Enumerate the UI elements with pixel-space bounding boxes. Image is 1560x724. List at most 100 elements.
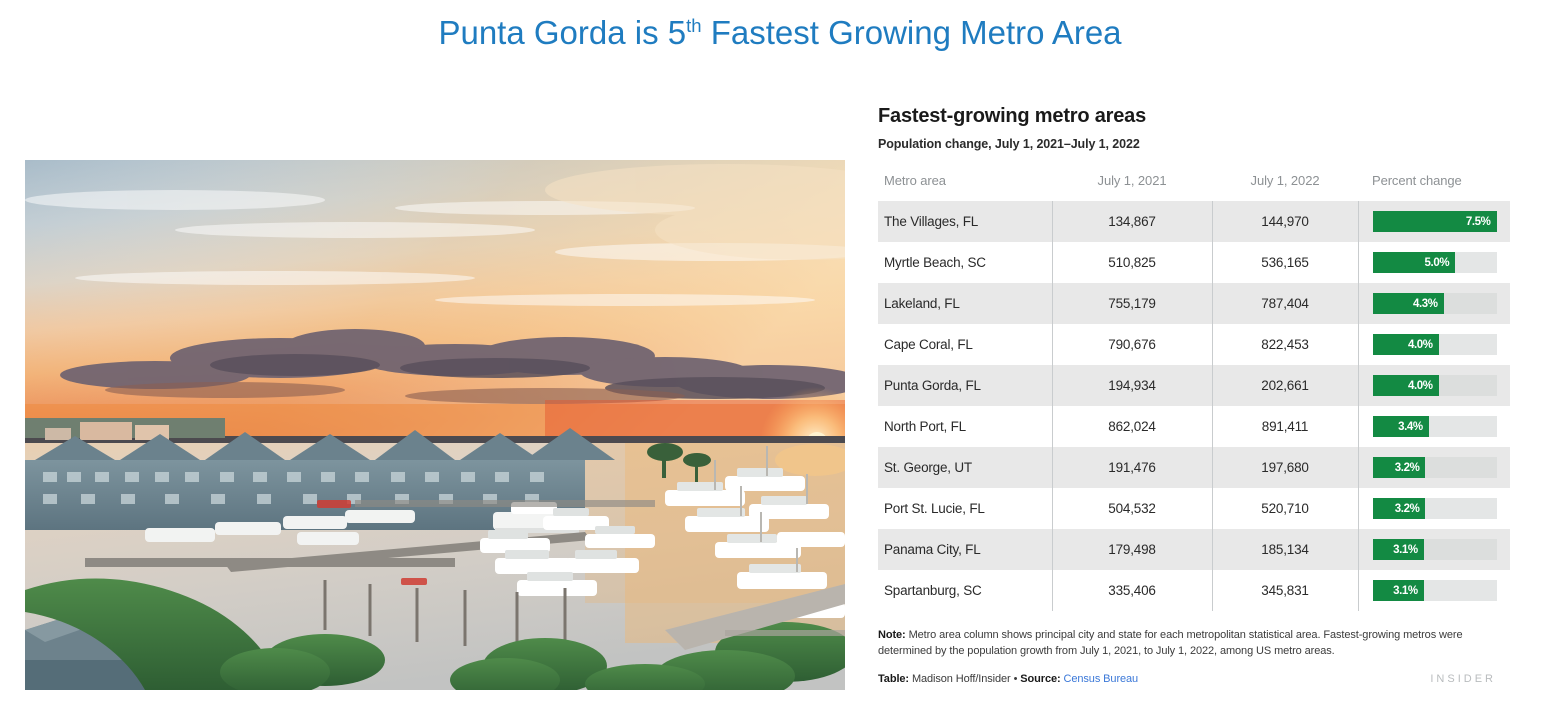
table-body: The Villages, FL 134,867 144,970 7.5% Myrtle… (878, 201, 1510, 611)
percent-change-bar: 4.0% (1372, 375, 1439, 396)
percent-change-track: 3.1% (1372, 580, 1497, 601)
table-header-row: Metro area July 1, 2021 July 1, 2022 Per… (878, 173, 1510, 201)
cell-percent-change: 4.3% (1357, 283, 1510, 324)
cell-population-2022: 891,411 (1211, 406, 1358, 447)
percent-change-bar: 3.1% (1372, 539, 1424, 560)
page-title-text: Punta Gorda is 5 (438, 14, 687, 51)
percent-change-track: 7.5% (1372, 211, 1497, 232)
cell-metro-area: Punta Gorda, FL (878, 365, 1052, 406)
chart-title: Fastest-growing metro areas (878, 105, 1147, 127)
percent-change-bar: 7.5% (1372, 211, 1497, 232)
table-row: St. George, UT 191,476 197,680 3.2% (878, 447, 1510, 488)
marina-sunset-illustration (25, 160, 845, 690)
cell-percent-change: 7.5% (1357, 201, 1510, 242)
table-row: North Port, FL 862,024 891,411 3.4% (878, 406, 1510, 447)
cell-percent-change: 3.1% (1357, 570, 1510, 611)
cell-population-2021: 510,825 (1051, 242, 1212, 283)
percent-change-track: 3.4% (1372, 416, 1497, 437)
page-title-ordinal-suffix: th (686, 15, 702, 36)
table-row: Spartanburg, SC 335,406 345,831 3.1% (878, 570, 1510, 611)
percent-change-label: 5.0% (1424, 256, 1450, 269)
column-header-july-2022: July 1, 2022 (1250, 173, 1320, 188)
cell-population-2022: 185,134 (1211, 529, 1358, 570)
cell-population-2022: 345,831 (1211, 570, 1358, 611)
cell-population-2021: 862,024 (1051, 406, 1212, 447)
credit-table-value: Madison Hoff/Insider • (908, 672, 1021, 685)
census-bureau-link[interactable]: Census Bureau (1063, 672, 1139, 685)
column-header-percent-change: Percent change (1372, 173, 1462, 188)
cell-metro-area: Spartanburg, SC (884, 583, 982, 598)
cell-percent-change: 3.1% (1357, 529, 1510, 570)
cell-population-2022: 822,453 (1211, 324, 1358, 365)
cell-population-2022: 520,710 (1211, 488, 1358, 529)
percent-change-track: 3.2% (1372, 457, 1497, 478)
percent-change-bar: 4.0% (1372, 334, 1439, 355)
percent-change-bar: 4.3% (1372, 293, 1444, 314)
column-header-metro-area: Metro area (884, 173, 946, 188)
percent-change-label: 3.1% (1393, 543, 1418, 556)
percent-change-label: 3.2% (1394, 502, 1420, 515)
table-row: The Villages, FL 134,867 144,970 7.5% (878, 201, 1510, 242)
credit-source-label: Source: (1020, 672, 1061, 685)
metro-chart-panel: Fastest-growing metro areas Population c… (878, 105, 1510, 685)
percent-change-bar: 3.1% (1372, 580, 1424, 601)
cell-population-2021: 191,476 (1051, 447, 1212, 488)
credit-table-label: Table: (878, 672, 909, 685)
percent-change-track: 3.2% (1372, 498, 1497, 519)
cell-population-2021: 790,676 (1051, 324, 1212, 365)
cell-metro-area: Myrtle Beach, SC (884, 255, 986, 270)
percent-change-track: 3.1% (1372, 539, 1497, 560)
cell-population-2022: 787,404 (1211, 283, 1358, 324)
cell-population-2021: 504,532 (1051, 488, 1212, 529)
cell-population-2021: 179,498 (1051, 529, 1212, 570)
cell-metro-area: St. George, UT (878, 447, 1052, 488)
cell-metro-area: The Villages, FL (878, 201, 1052, 242)
table-row: Punta Gorda, FL 194,934 202,661 4.0% (878, 365, 1510, 406)
page-title: Punta Gorda is 5th Fastest Growing Metro… (0, 14, 1560, 52)
cell-population-2021: 755,179 (1051, 283, 1212, 324)
cell-metro-area: Cape Coral, FL (884, 337, 973, 352)
cell-percent-change: 3.2% (1357, 488, 1510, 529)
table-row: Cape Coral, FL 790,676 822,453 4.0% (878, 324, 1510, 365)
chart-note: Note: Metro area column shows principal … (878, 628, 1496, 660)
metro-areas-table: Metro area July 1, 2021 July 1, 2022 Per… (878, 173, 1510, 611)
cell-percent-change: 3.2% (1357, 447, 1510, 488)
cell-metro-area: North Port, FL (884, 419, 966, 434)
cell-population-2021: 134,867 (1051, 201, 1212, 242)
cell-population-2021: 194,934 (1051, 365, 1212, 406)
cell-metro-area: Lakeland, FL (878, 283, 1052, 324)
chart-subtitle: Population change, July 1, 2021–July 1, … (878, 137, 1140, 151)
note-label: Note: (878, 629, 906, 641)
cell-percent-change: 3.4% (1357, 406, 1510, 447)
cell-percent-change: 4.0% (1357, 324, 1510, 365)
percent-change-label: 4.0% (1408, 338, 1433, 351)
insider-logo: INSIDER (1430, 672, 1496, 685)
percent-change-label: 3.2% (1394, 461, 1420, 474)
percent-change-label: 3.4% (1398, 420, 1423, 433)
percent-change-track: 4.3% (1372, 293, 1497, 314)
cell-percent-change: 4.0% (1357, 365, 1510, 406)
percent-change-track: 4.0% (1372, 375, 1497, 396)
percent-change-label: 7.5% (1465, 215, 1491, 228)
table-row: Panama City, FL 179,498 185,134 3.1% (878, 529, 1510, 570)
chart-credit: Table: Madison Hoff/Insider • Source: Ce… (878, 673, 1496, 685)
percent-change-label: 3.1% (1393, 584, 1418, 597)
percent-change-label: 4.3% (1412, 297, 1438, 310)
cell-metro-area: Port St. Lucie, FL (884, 501, 985, 516)
percent-change-bar: 3.2% (1372, 498, 1426, 519)
credit-line: Table: Madison Hoff/Insider • Source: Ce… (878, 673, 1138, 685)
cell-population-2022: 536,165 (1211, 242, 1358, 283)
cell-population-2022: 202,661 (1211, 365, 1358, 406)
column-header-july-2021: July 1, 2021 (1097, 173, 1167, 188)
percent-change-track: 4.0% (1372, 334, 1497, 355)
percent-change-track: 5.0% (1372, 252, 1497, 273)
cell-percent-change: 5.0% (1357, 242, 1510, 283)
table-row: Lakeland, FL 755,179 787,404 4.3% (878, 283, 1510, 324)
note-text: Metro area column shows principal city a… (878, 629, 1463, 657)
percent-change-bar: 3.2% (1372, 457, 1426, 478)
percent-change-bar: 3.4% (1372, 416, 1429, 437)
percent-change-bar: 5.0% (1372, 252, 1456, 273)
table-row: Myrtle Beach, SC 510,825 536,165 5.0% (878, 242, 1510, 283)
marina-sunset-photo (25, 160, 845, 690)
cell-population-2021: 335,406 (1051, 570, 1212, 611)
